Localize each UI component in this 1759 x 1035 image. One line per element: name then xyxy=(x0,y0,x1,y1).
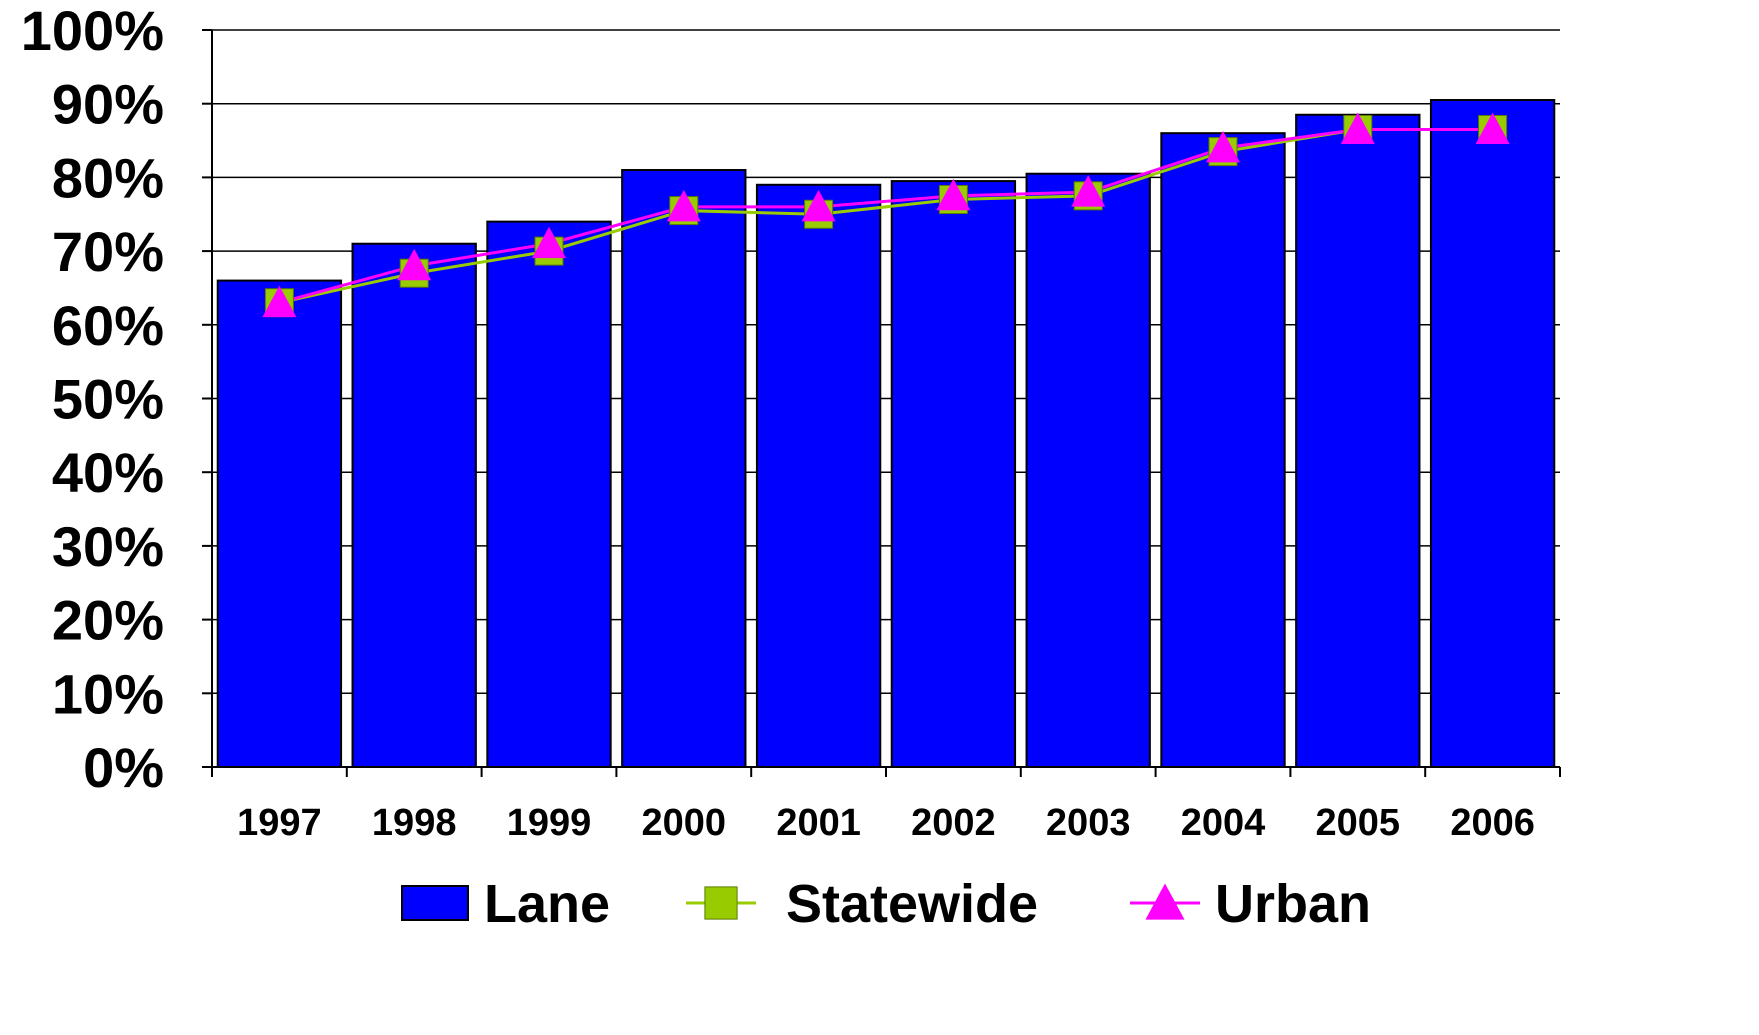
bar-lane-2001 xyxy=(755,183,882,768)
bar-lane-2003 xyxy=(1025,172,1151,768)
y-tick-label: 100% xyxy=(21,0,164,62)
legend-item-urban: Urban xyxy=(1130,874,1371,934)
y-tick-label: 50% xyxy=(52,368,164,431)
x-tick-label: 2002 xyxy=(911,802,996,844)
marker-urban-2002 xyxy=(936,178,971,211)
x-tick-labels: 1997 1998 1999 2000 2001 2002 2003 2004 2005 2006 xyxy=(237,802,1535,844)
x-tick-label: 2003 xyxy=(1046,802,1131,844)
legend-label-statewide: Statewide xyxy=(786,874,1038,934)
x-tick-label: 2005 xyxy=(1316,802,1401,844)
y-tick-label: 60% xyxy=(52,294,164,357)
marker-urban-1999 xyxy=(532,226,566,259)
series-lines xyxy=(279,127,1493,305)
legend-swatch-lane xyxy=(401,885,469,921)
y-tick-label: 40% xyxy=(52,441,164,504)
legend-label-lane: Lane xyxy=(484,874,610,934)
marker-urban-2004 xyxy=(1206,130,1240,163)
bar-lane-1999 xyxy=(486,220,612,768)
y-tick-label: 30% xyxy=(52,515,164,578)
bar-lane-2000 xyxy=(621,169,747,768)
y-tick-label: 70% xyxy=(52,220,164,283)
line-statewide xyxy=(279,127,1493,305)
legend-marker-urban xyxy=(1145,883,1185,920)
x-tick-label: 2000 xyxy=(642,802,727,844)
y-tick-label: 80% xyxy=(52,146,164,209)
axes xyxy=(202,29,1561,777)
series-markers xyxy=(262,112,1510,318)
y-tick-label: 10% xyxy=(52,662,164,725)
x-tick-label: 2006 xyxy=(1450,802,1535,844)
bar-lane-2004 xyxy=(1160,132,1286,768)
legend-marker-statewide xyxy=(704,886,738,920)
x-tick-label: 1997 xyxy=(237,802,322,844)
bar-lane-2002 xyxy=(890,180,1017,768)
y-tick-label: 0% xyxy=(83,736,164,799)
legend-label-urban: Urban xyxy=(1215,874,1371,934)
bar-lane-2005 xyxy=(1295,113,1421,768)
marker-urban-2001 xyxy=(801,189,836,222)
legend-item-lane: Lane xyxy=(401,874,610,934)
x-tick-label: 2001 xyxy=(776,802,861,844)
legend-item-statewide: Statewide xyxy=(686,874,1038,934)
bar-lane-1997 xyxy=(216,279,343,768)
y-tick-label: 90% xyxy=(52,73,164,136)
y-tick-label: 20% xyxy=(52,589,164,652)
x-tick-label: 1999 xyxy=(507,802,592,844)
x-tick-label: 2004 xyxy=(1181,802,1266,844)
marker-urban-2003 xyxy=(1071,175,1106,207)
marker-urban-1997 xyxy=(262,285,297,318)
legend: Lane Statewide Urban xyxy=(401,874,1371,934)
marker-urban-2006 xyxy=(1475,112,1510,144)
marker-urban-2005 xyxy=(1340,112,1375,144)
bar-lane-1998 xyxy=(351,242,477,769)
marker-urban-2000 xyxy=(666,189,701,222)
y-tick-labels: 0% 10% 20% 30% 40% 50% 60% 70% 80% 90% 100% xyxy=(21,0,164,799)
bars xyxy=(216,99,1556,769)
x-tick-label: 1998 xyxy=(372,802,457,844)
bar-lane-2006 xyxy=(1429,99,1556,768)
line-urban xyxy=(279,127,1493,305)
marker-urban-1998 xyxy=(397,248,432,281)
